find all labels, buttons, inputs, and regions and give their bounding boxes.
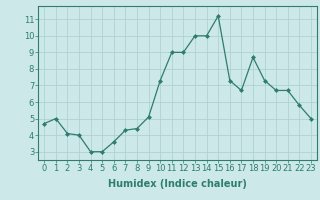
X-axis label: Humidex (Indice chaleur): Humidex (Indice chaleur) bbox=[108, 179, 247, 189]
